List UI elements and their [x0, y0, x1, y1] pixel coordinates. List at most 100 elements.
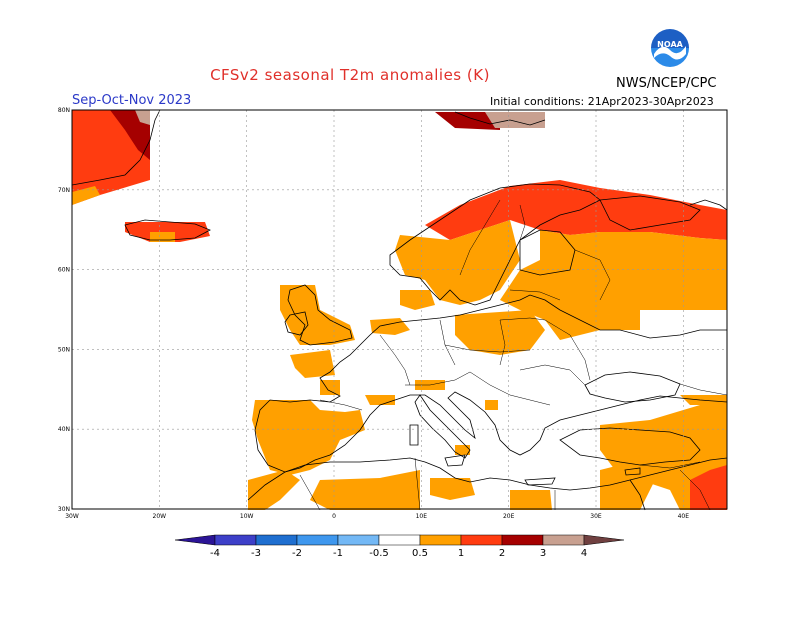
anomaly-region-netherlands-0.5-1: [370, 318, 410, 335]
anomaly-region-morocco-0.5-1: [248, 470, 300, 510]
colorbar-label: -4: [210, 548, 220, 559]
coastline-svalbard: [454, 111, 546, 126]
coastline-sicily: [444, 454, 466, 467]
anomaly-region-iceland-0.5-1: [150, 232, 175, 242]
anomaly-region-middle-east-1-2: [690, 465, 727, 510]
map-frame: [71, 109, 728, 510]
anomaly-region-britain-0.5-1: [280, 285, 355, 345]
colorbar-segment: [337, 534, 380, 546]
coastline-turkey: [559, 427, 701, 466]
colorbar-segment: [542, 534, 585, 546]
anomaly-region-algeria-0.5-1: [310, 470, 420, 510]
colorbar-segment: [378, 534, 421, 546]
colorbar-label: 4: [581, 548, 587, 559]
border-turkey-syria: [639, 461, 701, 469]
anomaly-region-iberia-0.5-1: [252, 400, 365, 475]
colorbar-segment: [296, 534, 339, 546]
longitude-label: 10E: [416, 513, 428, 520]
colorbar-label: 3: [540, 548, 546, 559]
longitude-label: 30W: [65, 513, 79, 520]
anomaly-region-libya-0.5-1: [430, 478, 475, 500]
border-finland-russia: [574, 249, 611, 301]
latitude-label: 50N: [58, 346, 70, 353]
anomaly-region-norway-sweden-0.5-1: [395, 220, 520, 305]
colorbar: -4 -3 -2 -1 -0.5 0.5 1 2 3 4: [174, 534, 625, 559]
colorbar-label: -1: [333, 548, 343, 559]
longitude-label: 30E: [590, 513, 602, 520]
anomaly-region-scandinavia-1-2: [425, 180, 727, 240]
border-baltics: [509, 289, 561, 301]
border-iraq: [679, 469, 711, 511]
anomaly-region-russia-0.5-1: [500, 230, 727, 340]
anomaly-region-ireland-0.5-1: [290, 350, 335, 378]
coastline-iceland: [124, 219, 211, 241]
colorbar-segment: [419, 534, 462, 546]
longitude-labels: 30W 20W 10W 0 10E 20E 30E 40E: [65, 513, 689, 520]
border-north-africa: [299, 474, 321, 511]
border-caucasus: [679, 383, 728, 396]
anomaly-region-denmark-0.5-1: [400, 290, 435, 310]
colorbar-label: 2: [499, 548, 505, 559]
longitude-label: 10W: [240, 513, 254, 520]
longitude-label: 20W: [153, 513, 167, 520]
colorbar-label: 1: [458, 548, 464, 559]
colorbar-label: -0.5: [369, 548, 389, 559]
coastline-north-africa: [247, 457, 728, 501]
border-sweden-finland: [519, 204, 526, 241]
anomaly-region-france-west-0.5-1: [320, 380, 340, 395]
longitude-label: 20E: [503, 513, 515, 520]
colorbar-extend-high: [583, 534, 625, 546]
coastline-sardinia: [409, 424, 419, 446]
graticule: [72, 110, 727, 509]
border-ukraine-russia: [544, 319, 591, 381]
anomaly-region-greece-0.5-1: [455, 445, 470, 455]
coastline-italy: [414, 394, 471, 459]
anomaly-layer: [72, 110, 727, 510]
coastline-kola: [599, 195, 701, 231]
season-label: Sep-Oct-Nov 2023: [72, 93, 192, 108]
latitude-labels: 80N 70N 60N 50N 40N 30N: [58, 107, 70, 513]
colorbar-segment: [214, 534, 257, 546]
colorbar-segment: [460, 534, 503, 546]
border-central-europe: [444, 344, 531, 353]
latitude-label: 70N: [58, 187, 70, 194]
anomaly-region-baltic-0.5-1: [455, 310, 545, 355]
anomaly-region-france-south-0.5-1: [365, 395, 395, 405]
border-alps: [405, 371, 471, 386]
noaa-logo-icon: NOAA: [650, 28, 690, 68]
latitude-label: 60N: [58, 267, 70, 274]
latitude-label: 40N: [58, 426, 70, 433]
border-france-germany: [379, 334, 411, 386]
coastline-greenland: [71, 109, 161, 186]
agency-label: NWS/NCEP/CPC: [616, 76, 717, 91]
coastline-crete: [524, 477, 556, 486]
latitude-label: 80N: [58, 107, 70, 114]
border-france-spain: [319, 399, 363, 411]
anomaly-region-greenland-3-4: [135, 110, 150, 125]
map-title: CFSv2 seasonal T2m anomalies (K): [210, 66, 490, 84]
border-poland-east: [499, 319, 506, 366]
coastline-red-sea: [629, 479, 646, 511]
latitude-label: 30N: [58, 506, 70, 513]
border-belarus: [499, 317, 546, 321]
longitude-label: 40E: [678, 513, 690, 520]
initial-conditions-label: Initial conditions: 21Apr2023-30Apr2023: [490, 95, 714, 108]
border-layer: [299, 199, 728, 511]
colorbar-segment: [255, 534, 298, 546]
coastline-finland: [519, 229, 576, 276]
colorbar-label: 0.5: [412, 548, 428, 559]
colorbar-label: -2: [292, 548, 302, 559]
coastline-novaya-zemlya: [689, 199, 728, 211]
border-balkans: [469, 371, 551, 406]
anomaly-region-greenland-0.5-1: [72, 186, 100, 205]
longitude-label: 0: [332, 513, 336, 520]
anomaly-region-svalbard-2-3: [435, 112, 500, 130]
coastline-black-sea: [584, 371, 681, 403]
border-algeria-tunisia: [414, 457, 421, 511]
anomaly-region-greenland-2-3: [110, 110, 150, 160]
coastline-britain: [287, 284, 353, 346]
coastline-cyprus: [624, 467, 641, 476]
colorbar-segment: [501, 534, 544, 546]
anomaly-region-balkans-0.5-1: [485, 400, 498, 410]
